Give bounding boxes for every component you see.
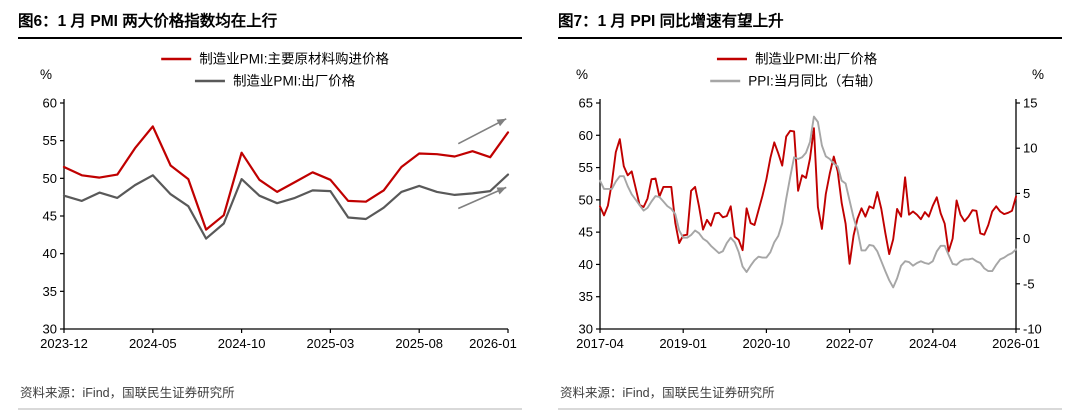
trend-arrow — [457, 118, 507, 145]
y2-tick-label: 10 — [1023, 141, 1037, 156]
source-note: 资料来源：iFind，国联民生证券研究所 — [558, 377, 1062, 410]
x-tick-label: 2020-10 — [743, 336, 791, 351]
x-tick-label: 2024-04 — [909, 336, 957, 351]
y-tick-label: 35 — [579, 289, 593, 304]
chart-title: 图6：1 月 PMI 两大价格指数均在上行 — [18, 6, 522, 39]
x-tick-label: 2025-08 — [395, 336, 443, 351]
series-line — [599, 115, 1017, 289]
y2-tick-label: -5 — [1023, 276, 1035, 291]
y-axis-unit-label: % — [40, 67, 52, 82]
x-tick-label: 2017-04 — [576, 336, 624, 351]
y-tick-label: 45 — [43, 209, 57, 224]
x-tick-label: 2026-01 — [992, 336, 1040, 351]
x-tick-label: 2025-03 — [307, 336, 355, 351]
y2-axis-unit-label: % — [1032, 67, 1044, 82]
source-note: 资料来源：iFind，国联民生证券研究所 — [18, 377, 522, 410]
chart-panel-ppi-forecast: 图7：1 月 PPI 同比增速有望上升 30 35 40 45 50 55 60 65 -10-… — [540, 0, 1080, 416]
x-tick-label: 2024-05 — [129, 336, 177, 351]
series-line — [62, 173, 510, 240]
trend-arrow-head — [496, 118, 507, 127]
y-tick-label: 45 — [579, 225, 593, 240]
y-tick-label: 60 — [579, 128, 593, 143]
y-tick-label: 60 — [43, 96, 57, 111]
legend-label: 制造业PMI:出厂价格 — [233, 74, 356, 89]
x-tick-label: 2023-12 — [40, 336, 88, 351]
ppi-yoy-chart: 30 35 40 45 50 55 60 65 -10 -5 0 5 10 15 2017-04 2019-0… — [576, 52, 1044, 352]
pmi-price-indices-chart: 30 35 40 45 50 55 60 2023-12 2024-05 2024-10 2025-… — [40, 52, 517, 352]
chart-panel-pmi-prices: 图6：1 月 PMI 两大价格指数均在上行 30 35 40 45 50 55 60 2023… — [18, 6, 522, 410]
y-tick-label: 30 — [579, 322, 593, 337]
y-tick-label: 55 — [579, 160, 593, 175]
y2-tick-label: -10 — [1023, 322, 1042, 337]
series-line — [62, 125, 510, 231]
y-axis-unit-label: % — [576, 67, 588, 82]
y2-tick-label: 5 — [1023, 186, 1030, 201]
chart-title: 图7：1 月 PPI 同比增速有望上升 — [558, 6, 1062, 39]
y-tick-label: 50 — [579, 192, 593, 207]
series-line — [599, 127, 1017, 265]
y-tick-label: 55 — [43, 133, 57, 148]
y-tick-label: 50 — [43, 171, 57, 186]
y-tick-label: 40 — [43, 246, 57, 261]
legend-label: PPI:当月同比（右轴） — [748, 74, 882, 89]
trend-arrow-head — [496, 187, 507, 195]
y-tick-label: 40 — [579, 257, 593, 272]
x-tick-label: 2024-10 — [218, 336, 266, 351]
y-tick-label: 30 — [43, 322, 57, 337]
x-tick-label: 2019-01 — [659, 336, 707, 351]
x-tick-label: 2022-07 — [826, 336, 874, 351]
legend-label: 制造业PMI:出厂价格 — [755, 52, 878, 67]
y-tick-label: 35 — [43, 284, 57, 299]
y-tick-label: 65 — [579, 96, 593, 111]
legend-label: 制造业PMI:主要原材料购进价格 — [199, 52, 389, 67]
x-tick-label: 2026-01 — [469, 336, 517, 351]
y2-tick-label: 15 — [1023, 96, 1037, 111]
y2-tick-label: 0 — [1023, 231, 1030, 246]
